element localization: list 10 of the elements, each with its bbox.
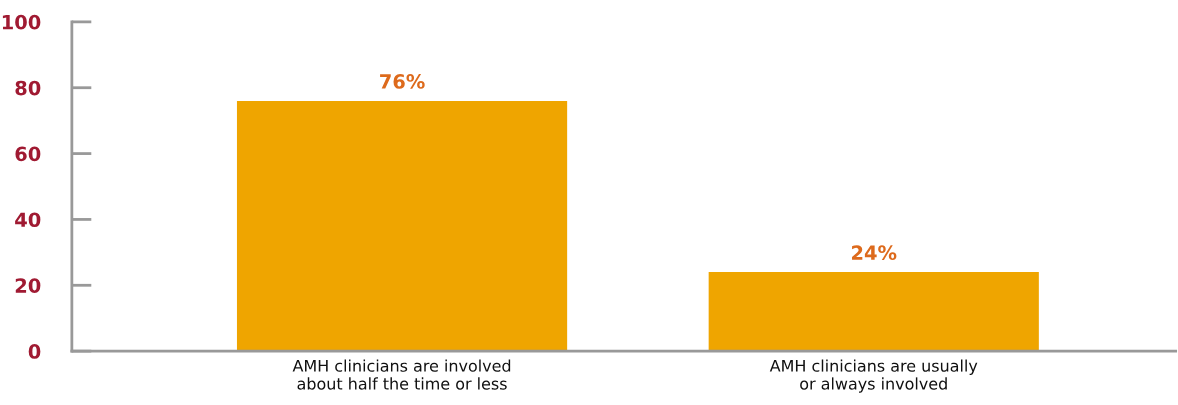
y-tick-label: 0 [28, 344, 41, 359]
x-tick-label: AMH clinicians are usually or always involved [769, 359, 978, 393]
y-tick-label: 20 [15, 278, 41, 293]
y-tick-label: 60 [15, 146, 41, 162]
y-tick-label: 100 [2, 14, 41, 30]
y-tick-label: 40 [15, 212, 41, 228]
x-tick-label: AMH clinicians are involved about half the time or less [292, 359, 511, 390]
data-label: 24% [852, 245, 897, 261]
y-tick-label: 80 [15, 80, 41, 96]
data-label: 76% [380, 74, 425, 89]
